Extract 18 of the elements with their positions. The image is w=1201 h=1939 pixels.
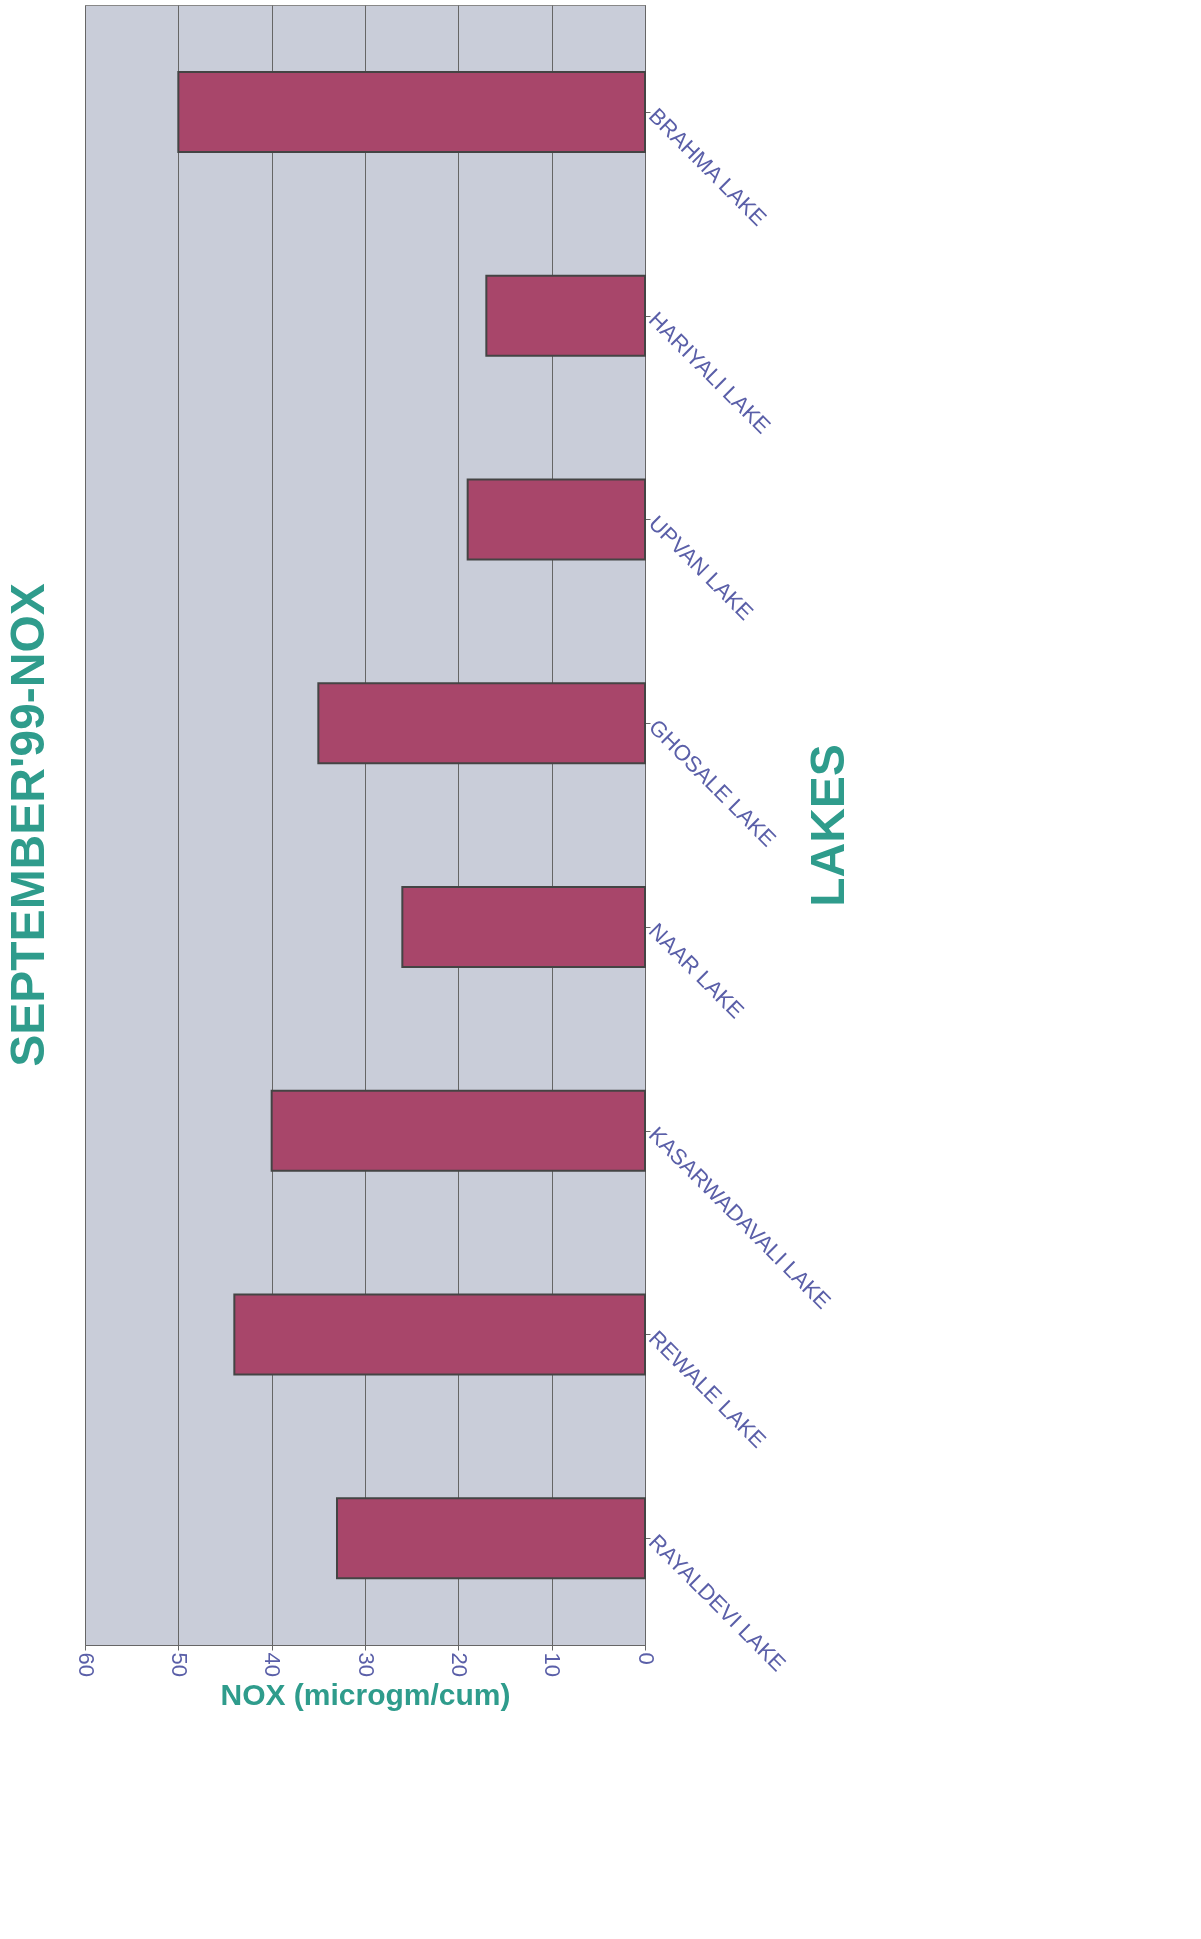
x-tick-label: 60 [73,1652,99,1677]
bar [177,70,646,153]
bar [270,1089,646,1172]
bar [401,885,646,968]
text: SEPTEMBER'99-NOX [1,583,54,1067]
x-tick-label: 50 [166,1652,192,1677]
x-tick-label: 30 [353,1652,379,1677]
bar [466,478,646,561]
bar [336,1497,646,1580]
bar [233,1293,646,1376]
y-axis-title: LAKES [801,744,855,907]
x-axis-title: NOX (microgm/cum) [220,1677,511,1711]
x-tick-label: 40 [260,1652,286,1677]
x-tick-label: 0 [633,1652,659,1665]
x-tick-label: 20 [446,1652,472,1677]
bar [485,274,646,357]
x-tick-label: 10 [540,1652,566,1677]
bar [317,682,646,765]
